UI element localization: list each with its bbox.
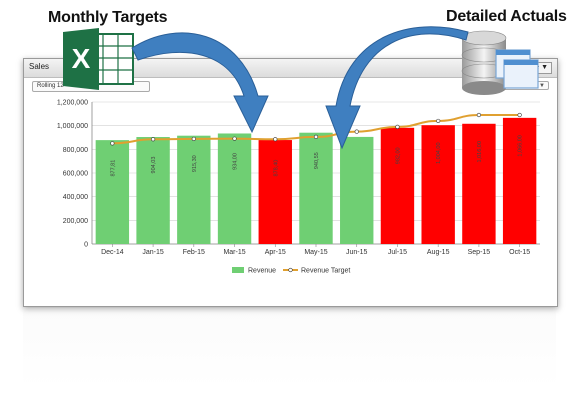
monthly-targets-headline: Monthly Targets [48, 9, 168, 26]
target-point [395, 124, 400, 129]
database-icon [461, 30, 539, 95]
legend-swatch-revenue [232, 267, 244, 273]
target-point [436, 118, 441, 124]
target-point [313, 134, 319, 140]
bar-value-label: 940,55 [314, 152, 320, 169]
target-point [476, 112, 482, 118]
chevron-down-icon: ▼ [539, 83, 545, 89]
bar [299, 132, 333, 244]
bar-value-label: 915,30 [192, 155, 198, 172]
window-title: Sales [29, 62, 50, 71]
bar [258, 140, 292, 244]
target-point [150, 137, 156, 142]
bar-value-label: 877,81 [110, 160, 116, 177]
bar-value-label: 878,40 [273, 160, 279, 177]
x-tick-label: Aug-15 [427, 249, 450, 256]
legend-marker-target [288, 267, 293, 273]
target-point [517, 112, 522, 118]
reflection [23, 308, 556, 388]
detailed-actuals-headline: Detailed Actuals [446, 8, 567, 25]
bar [217, 133, 252, 244]
bar [95, 140, 130, 244]
target-point [273, 137, 278, 142]
legend-label-revenue: Revenue [248, 268, 276, 275]
x-tick-label: May-15 [304, 249, 327, 256]
rolling-filter-value: Rolling 12 [37, 83, 64, 89]
x-tick-label: Feb-15 [183, 249, 205, 256]
x-tick-label: Jul-15 [388, 249, 407, 256]
bar [340, 136, 374, 244]
x-tick-label: Dec-14 [101, 249, 124, 256]
y-tick-label: 600,000 [63, 171, 88, 178]
legend-label-target: Revenue Target [301, 268, 350, 275]
y-tick-label: 1,200,000 [57, 100, 88, 107]
x-tick-label: Apr-15 [265, 249, 286, 256]
x-tick-label: Jan-15 [142, 249, 164, 256]
bar [380, 127, 415, 244]
bar [502, 117, 537, 244]
bar-value-label: 1,016,00 [477, 141, 483, 162]
bar-value-label: 982,00 [395, 147, 401, 164]
y-tick-label: 800,000 [63, 147, 88, 154]
excel-icon: X [63, 28, 134, 90]
bar-value-label: 1,004,00 [436, 142, 442, 163]
x-tick-label: Oct-15 [509, 249, 530, 256]
bar [136, 137, 170, 244]
x-tick-label: Sep-15 [468, 249, 491, 256]
bar-value-label: 904,03 [151, 157, 157, 174]
bar [177, 135, 211, 244]
target-point [232, 136, 237, 141]
svg-text:X: X [72, 43, 91, 74]
y-tick-label: 0 [84, 242, 88, 249]
x-tick-label: Mar-15 [223, 249, 245, 256]
y-tick-label: 1,000,000 [57, 123, 88, 130]
target-point [354, 129, 359, 134]
y-tick-label: 200,000 [63, 218, 88, 225]
bar-value-label: 1,066,00 [518, 135, 524, 156]
y-tick-label: 400,000 [63, 194, 88, 201]
target-point [191, 136, 196, 142]
target-point [110, 141, 115, 146]
x-tick-label: Jun-15 [346, 249, 368, 256]
bar-value-label: 934,00 [233, 153, 239, 170]
